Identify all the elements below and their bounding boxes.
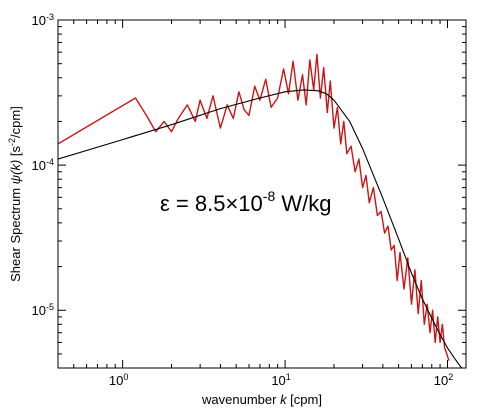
x-axis-label: wavenumber k [cpm] [201,392,322,407]
x-tick-label: 102 [434,372,453,388]
y-tick-label: 10-5 [32,302,54,318]
series-layer [58,53,463,368]
x-tick-label: 101 [271,372,290,388]
y-axis-label: Shear Spectrum ψ(k) [s-2/cpm] [7,106,23,282]
x-tick-label: 100 [109,372,128,388]
x-tick-labels: 100 101 102 [109,372,453,388]
plot-frame [57,19,467,369]
dissipation-rate-annotation: ε = 8.5×10-8 W/kg [160,188,331,216]
measured-spectrum-line [58,53,450,361]
y-tick-label: 10-4 [32,157,54,173]
y-tick-labels: 10-3 10-4 10-5 [32,12,54,318]
axis-ticks [57,19,466,369]
y-tick-label: 10-3 [32,12,54,28]
model-spectrum-line [58,89,463,368]
